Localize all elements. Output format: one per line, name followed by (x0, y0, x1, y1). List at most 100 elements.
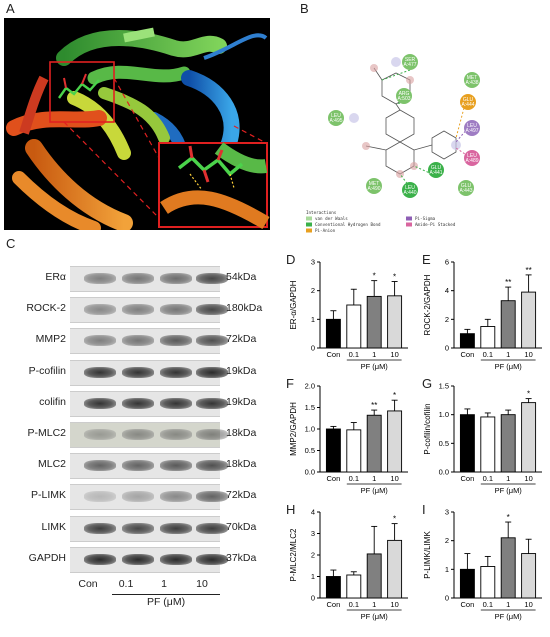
x-axis-label: PF (μM) (495, 486, 523, 495)
y-tick-label: 1.0 (305, 425, 315, 434)
panel-letter-d: D (286, 252, 296, 267)
bar (480, 566, 496, 599)
x-tick-label: 1 (506, 600, 510, 609)
blot-protein-label: ERα (45, 271, 66, 283)
x-tick-label: 0.1 (349, 474, 359, 483)
bar (500, 537, 516, 599)
bar (459, 568, 475, 599)
blot-band (160, 553, 192, 565)
blot-band (122, 460, 154, 472)
residue-label: ARG A:503 (397, 91, 410, 102)
panel-letter-i: I (422, 502, 426, 517)
y-tick-label: 4 (311, 508, 315, 517)
x-tick-label: 1 (372, 350, 376, 359)
panel-letter-h: H (286, 502, 296, 517)
panel-letter-b: B (300, 1, 309, 16)
blot-band (122, 304, 154, 316)
legend-swatch (306, 228, 312, 233)
y-tick-label: 0.0 (439, 468, 449, 477)
bar (346, 304, 362, 349)
blot-band (160, 460, 192, 472)
blot-size-label: 70kDa (226, 520, 257, 533)
bar (366, 414, 382, 473)
y-tick-label: 1.5 (305, 403, 315, 412)
y-tick-label: 2 (311, 551, 315, 560)
chart-d: ER-α/GAPDH 0 1 2 3 Con 0.1 * 1 * 10 PF (μM) (286, 254, 416, 381)
significance-mark: * (393, 272, 396, 281)
residue-label: LEU A:489 (465, 153, 478, 164)
blot-size-label: 19kDa (226, 395, 257, 408)
x-axis-label: PF (μM) (361, 486, 389, 495)
blot-band (84, 273, 116, 284)
residue-node (428, 162, 444, 178)
legend-item: Conventional Hydrogen Bond (315, 222, 381, 227)
blot-band (160, 397, 192, 409)
legend-swatch (306, 216, 312, 221)
blot-band (122, 366, 154, 378)
y-tick-label: 0 (311, 594, 315, 603)
blot-band (160, 273, 192, 284)
blot-band (160, 304, 192, 316)
y-axis-label: P-MLC2/MLC2 (289, 528, 298, 581)
x-axis-label: PF (μM) (495, 612, 523, 621)
residue-label: GLU A:443 (459, 183, 472, 194)
x-tick-label: 0.1 (483, 350, 493, 359)
panel-letter-a: A (6, 1, 15, 16)
x-axis-label: PF (μM) (495, 362, 523, 371)
x-tick-label: 1 (506, 474, 510, 483)
y-tick-label: 1 (311, 572, 315, 581)
y-tick-label: 2 (445, 536, 449, 545)
bar (480, 416, 496, 473)
blot-band (122, 491, 154, 503)
chart-f: MMP2/GAPDH 0.0 0.5 1.0 1.5 2.0 Con 0.1 ** 1 * 10 PF … (286, 378, 416, 505)
blot-band (122, 397, 154, 409)
lane-label: 1 (161, 578, 167, 590)
significance-mark: ** (371, 401, 377, 410)
x-tick-label: 1 (506, 350, 510, 359)
blot-band (84, 522, 116, 534)
y-tick-label: 0 (311, 344, 315, 353)
blot-size-label: 37kDa (226, 551, 257, 564)
blot-band (196, 273, 228, 284)
blot-band (84, 335, 116, 347)
y-tick-label: 2 (445, 315, 449, 324)
y-tick-label: 0 (445, 594, 449, 603)
y-tick-label: 0 (445, 344, 449, 353)
x-tick-label: 0.1 (483, 600, 493, 609)
legend-item: Amide-Pi Stacked (415, 222, 456, 227)
x-tick-label: Con (327, 350, 341, 359)
x-axis-label: PF (μM) (361, 612, 389, 621)
pf-label: PF (μM) (146, 596, 186, 608)
blot-strip (70, 453, 228, 480)
blot-band (196, 429, 228, 440)
blot-band (122, 522, 154, 534)
significance-mark: * (373, 272, 376, 281)
blot-band (122, 429, 154, 440)
y-tick-label: 1 (445, 565, 449, 574)
y-axis-label: P-cofilin/cofilin (423, 403, 432, 454)
residue-label: LEU A:440 (403, 185, 416, 196)
blot-protein-label: P-LIMK (30, 489, 66, 502)
blot-band (84, 460, 116, 472)
legend-title: Interactions (306, 210, 337, 215)
blot-band (196, 553, 228, 565)
blot-protein-label: colifin (39, 395, 66, 408)
blot-band (160, 335, 192, 347)
legend-swatch (306, 222, 312, 227)
x-tick-label: 10 (390, 474, 398, 483)
blot-band (122, 553, 154, 565)
residue-node (402, 54, 418, 70)
y-tick-label: 0.5 (439, 439, 449, 448)
lane-label: 0.1 (118, 578, 134, 590)
lane-label: 10 (196, 578, 208, 590)
x-tick-label: 10 (390, 350, 398, 359)
residue-node (396, 88, 412, 104)
interaction-diagram: SER A:477 ARG A:503 MET A:438 GLU A:444 LEU A:495… (296, 18, 546, 250)
blot-protein-label: GAPDH (28, 551, 66, 564)
blot-band (84, 304, 116, 316)
blot-band (122, 335, 154, 347)
blot-band (196, 522, 228, 534)
blot-band (196, 460, 228, 472)
residue-label: MET A:490 (367, 181, 380, 192)
legend-item: Pi-Anion (315, 228, 336, 233)
